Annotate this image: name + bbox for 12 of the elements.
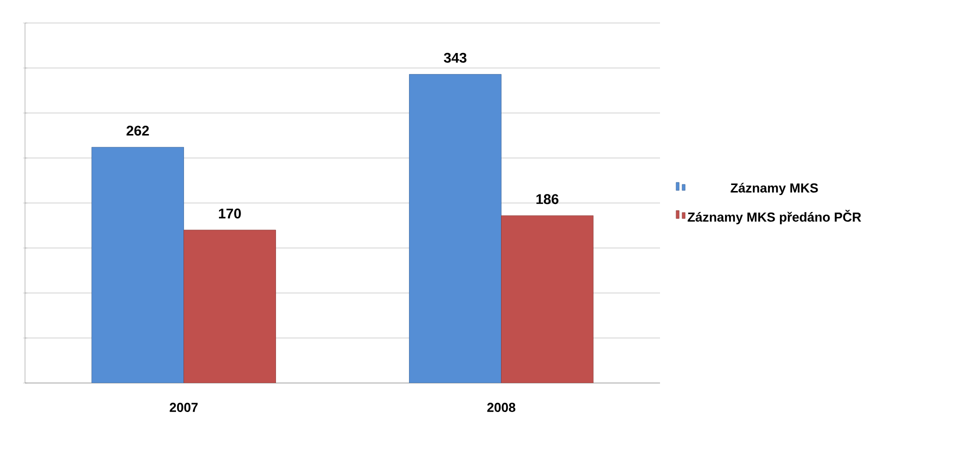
- bar: [184, 230, 276, 383]
- text: Záznamy MKS: [730, 182, 818, 196]
- bar: [501, 215, 594, 383]
- legend-label: Záznamy MKS předáno PČR: [688, 210, 862, 224]
- bar: [409, 74, 502, 383]
- x-tick-label: 2007: [170, 402, 198, 412]
- bar: [92, 147, 184, 383]
- data-label: 186: [536, 194, 558, 204]
- data-label: 262: [126, 126, 149, 136]
- data-label: 170: [218, 208, 241, 218]
- data-label: 343: [444, 52, 466, 63]
- x-tick-label: 2008: [487, 402, 516, 412]
